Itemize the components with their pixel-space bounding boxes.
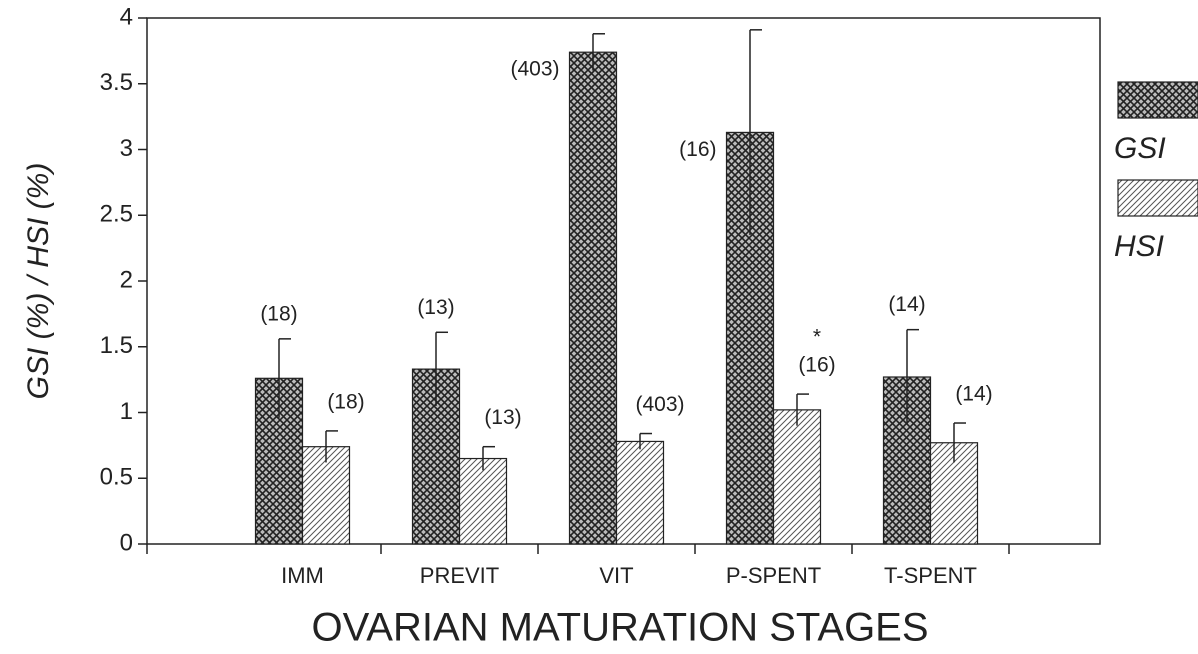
value-label: (16) [679, 138, 716, 161]
value-label: (13) [484, 406, 521, 429]
y-tick-label: 3.5 [100, 69, 133, 96]
plot-frame [146, 17, 1101, 545]
bar [254, 377, 304, 545]
legend-swatch [1117, 81, 1198, 119]
x-tick-label: T-SPENT [884, 563, 977, 588]
annotation: * [813, 326, 821, 349]
x-tick-label: P-SPENT [726, 563, 821, 588]
y-tick-label: 2 [120, 266, 133, 293]
bar [458, 457, 508, 545]
bar [772, 409, 822, 545]
value-label: (18) [327, 390, 364, 413]
y-tick-label: 3 [120, 135, 133, 162]
x-axis-title: OVARIAN MATURATION STAGES [311, 606, 928, 650]
value-label: (14) [955, 383, 992, 406]
y-tick-label: 1 [120, 398, 133, 425]
legend-swatch [1117, 179, 1198, 217]
y-tick-label: 2.5 [100, 201, 133, 228]
y-axis-title: GSI (%) / HSI (%) [22, 163, 55, 400]
y-tick-label: 0.5 [100, 464, 133, 491]
y-tick-label: 0 [120, 529, 133, 556]
x-tick-label: PREVIT [420, 563, 499, 588]
value-label: (13) [417, 296, 454, 319]
value-label: (18) [260, 302, 297, 325]
value-label: (14) [888, 293, 925, 316]
value-label: (16) [798, 354, 835, 377]
legend-label: HSI [1114, 230, 1164, 263]
y-tick-label: 4 [120, 3, 133, 30]
value-label: (403) [635, 393, 684, 416]
y-tick-label: 1.5 [100, 332, 133, 359]
value-label: (403) [510, 58, 559, 81]
x-tick-label: VIT [599, 563, 633, 588]
bar [615, 440, 665, 545]
bar [568, 51, 618, 545]
legend-label: GSI [1114, 132, 1166, 165]
x-tick-label: IMM [281, 563, 324, 588]
